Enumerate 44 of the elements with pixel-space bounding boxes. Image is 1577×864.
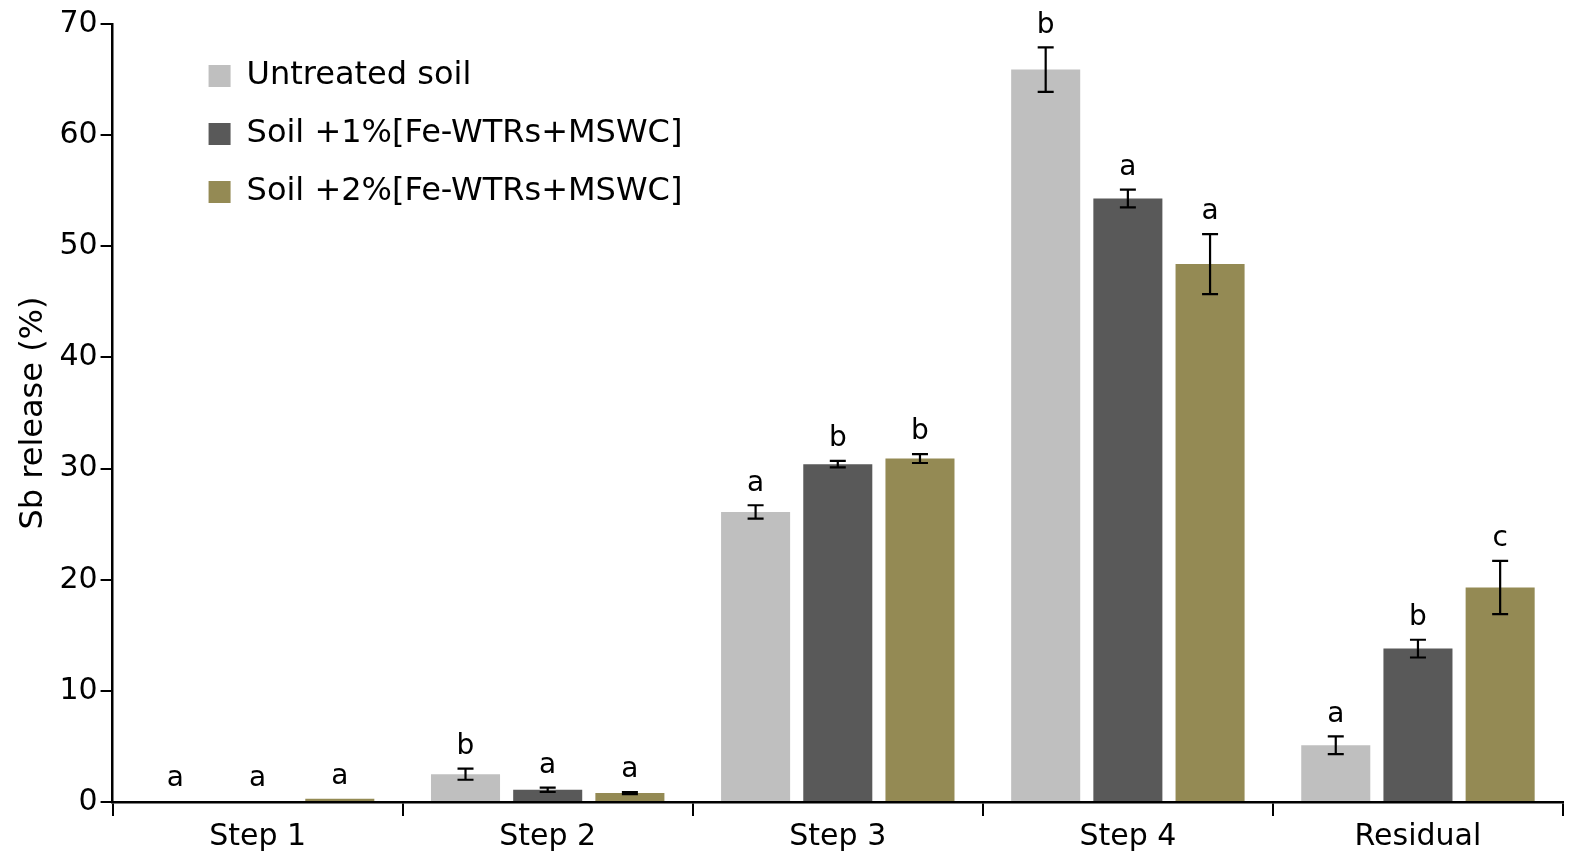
x-tick-label: Step 1 bbox=[209, 816, 307, 852]
legend-label: Untreated soil bbox=[246, 54, 472, 93]
bar bbox=[1301, 745, 1371, 801]
bar bbox=[885, 458, 955, 801]
data-label: a bbox=[1201, 193, 1219, 227]
y-tick-label: 30 bbox=[59, 448, 98, 484]
data-label: c bbox=[1492, 520, 1508, 554]
bar bbox=[1465, 587, 1535, 801]
bar bbox=[1175, 264, 1245, 801]
legend-label: Soil +2%[Fe-WTRs+MSWC] bbox=[246, 170, 683, 209]
bar bbox=[1383, 648, 1453, 801]
legend-label: Soil +1%[Fe-WTRs+MSWC] bbox=[246, 112, 683, 151]
data-label: a bbox=[1327, 695, 1345, 729]
data-label: a bbox=[621, 751, 639, 785]
y-tick-label: 40 bbox=[59, 337, 98, 373]
data-label: a bbox=[747, 464, 765, 498]
y-tick-label: 10 bbox=[59, 670, 98, 706]
data-label: a bbox=[539, 746, 557, 780]
y-axis-title: Sb release (%) bbox=[11, 296, 50, 530]
x-tick-label: Step 3 bbox=[789, 816, 887, 852]
bar bbox=[1011, 69, 1081, 801]
data-label: b bbox=[456, 727, 475, 761]
data-label: b bbox=[1409, 599, 1427, 633]
bar bbox=[430, 774, 501, 801]
x-tick-label: Step 4 bbox=[1079, 816, 1177, 852]
y-tick-label: 60 bbox=[59, 114, 98, 150]
y-tick-label: 0 bbox=[78, 781, 98, 817]
bar bbox=[595, 793, 665, 801]
data-label: a bbox=[331, 757, 349, 791]
data-label: a bbox=[1119, 148, 1137, 182]
data-label: a bbox=[166, 760, 185, 794]
x-tick-label: Step 2 bbox=[499, 816, 597, 852]
y-tick-label: 50 bbox=[59, 226, 98, 262]
y-tick-label: 70 bbox=[59, 3, 98, 39]
bar bbox=[513, 789, 583, 801]
bar bbox=[1093, 198, 1163, 801]
data-label: b bbox=[828, 420, 847, 454]
data-label: a bbox=[249, 760, 267, 794]
y-tick-label: 20 bbox=[59, 559, 98, 595]
data-label: b bbox=[911, 413, 929, 447]
bar bbox=[721, 511, 791, 801]
bar bbox=[803, 464, 873, 801]
x-tick-label: Residual bbox=[1354, 816, 1482, 852]
data-label: b bbox=[1036, 6, 1055, 40]
